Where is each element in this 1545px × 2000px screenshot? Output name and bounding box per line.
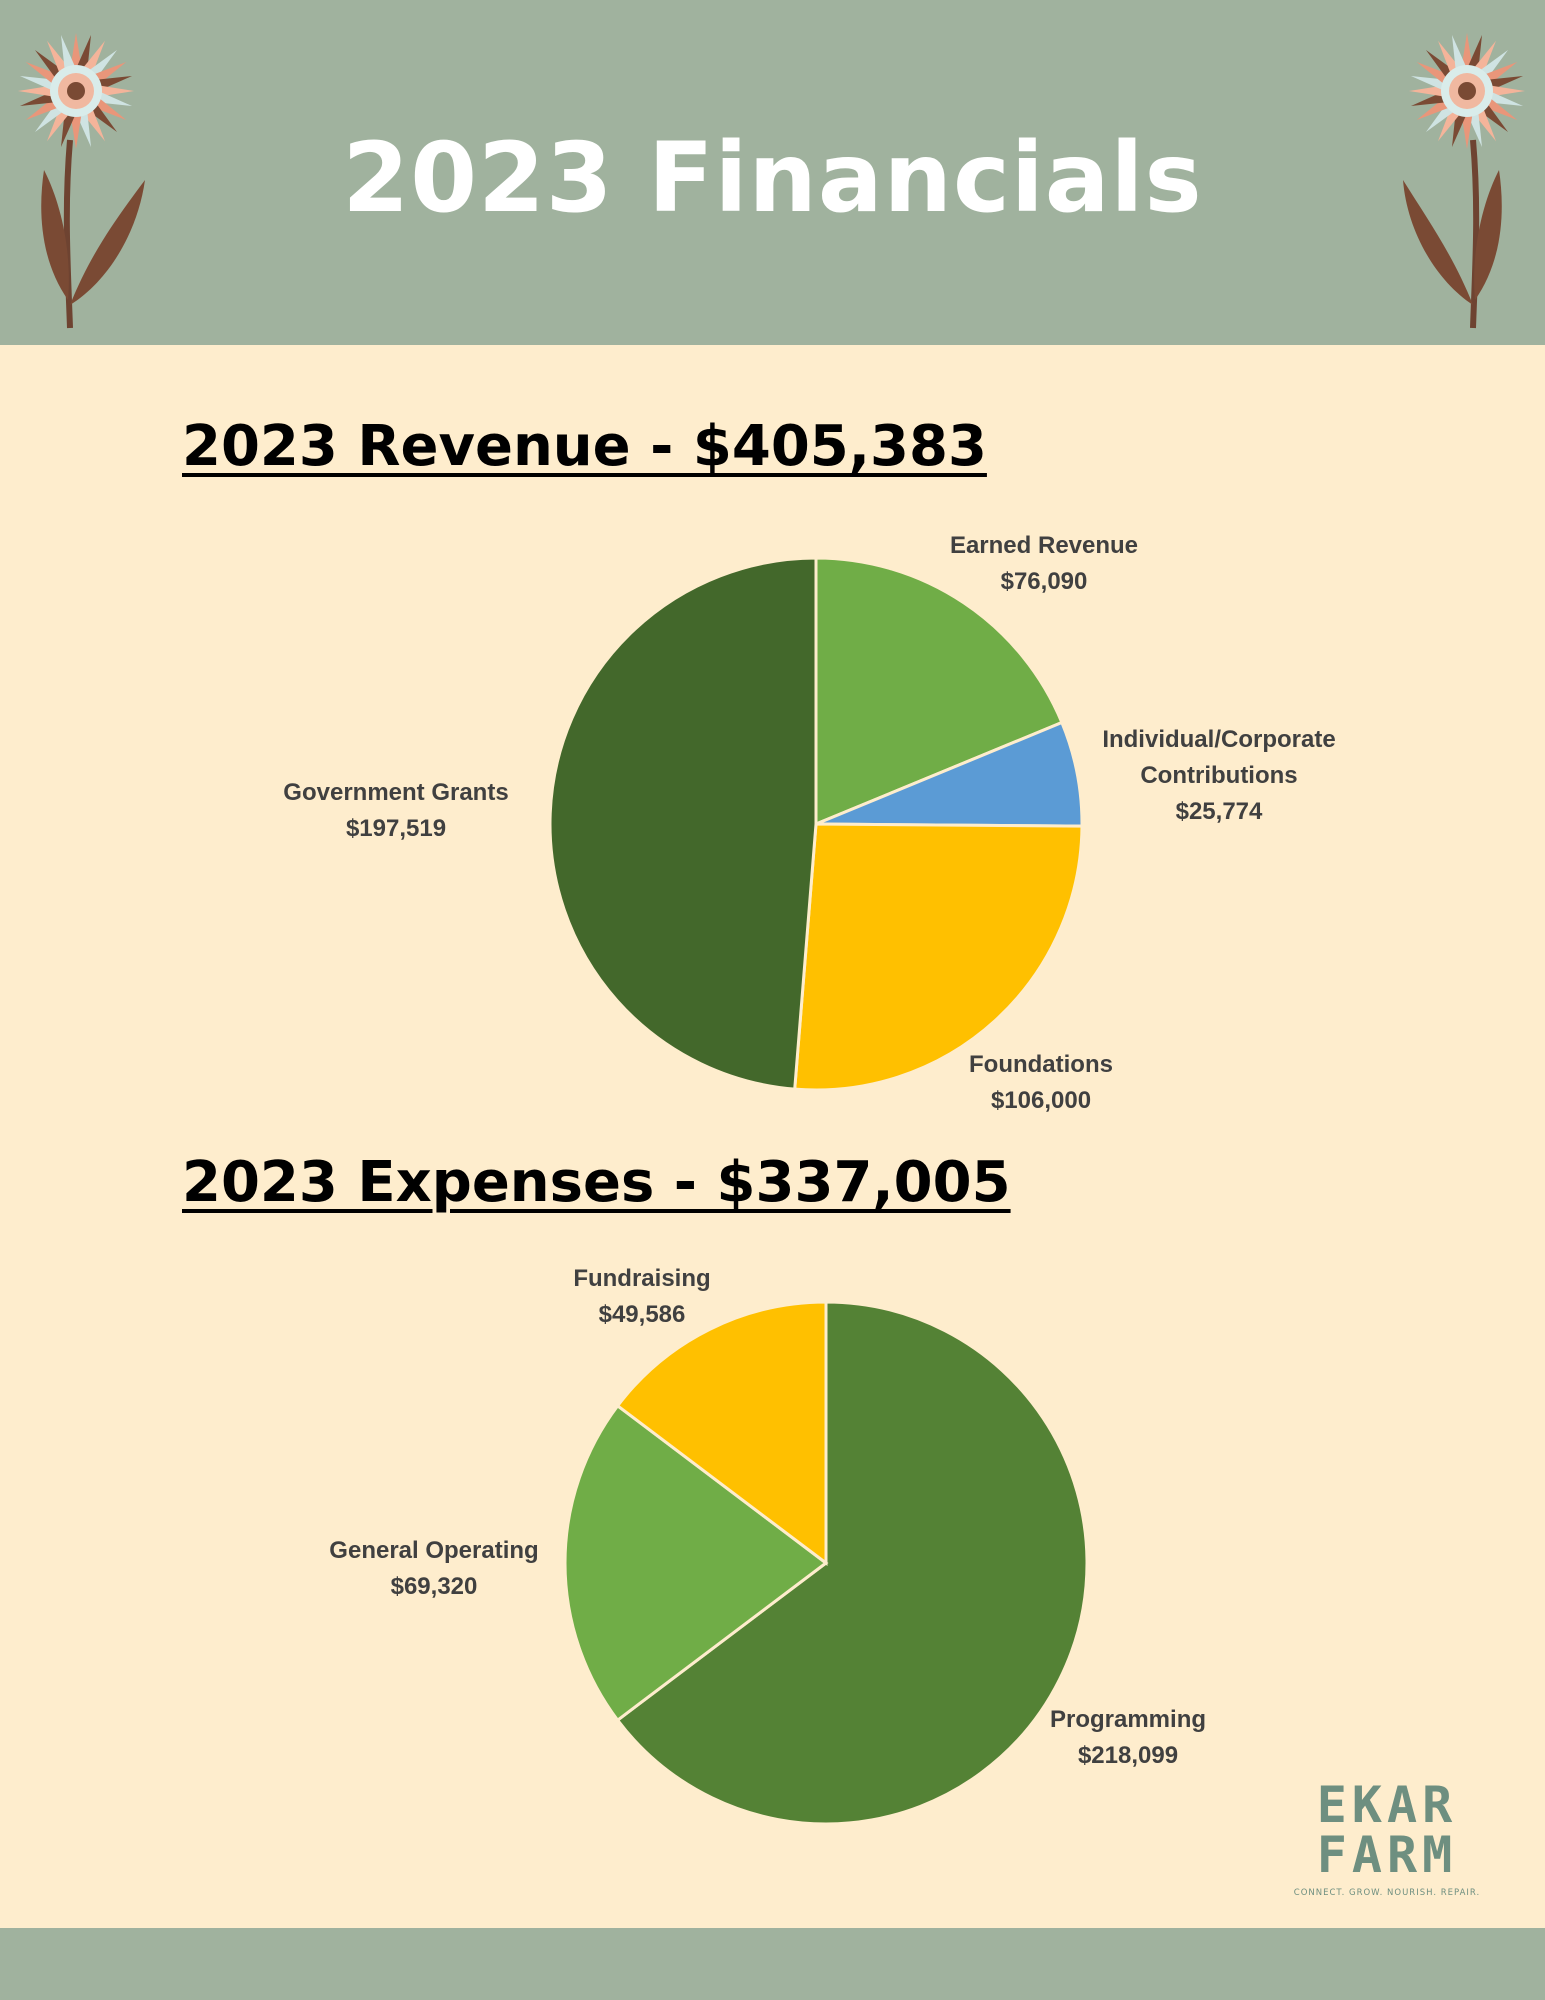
logo-line-2: FARM bbox=[1316, 1826, 1458, 1884]
expenses-chart-title: 2023 Expenses - $337,005 bbox=[182, 1150, 1011, 1215]
slice-label: Foundations $106,000 bbox=[969, 1051, 1113, 1114]
header-banner: 2023 Financials bbox=[0, 0, 1545, 345]
pie-slice bbox=[548, 556, 818, 1091]
logo-tagline: CONNECT. GROW. NOURISH. REPAIR. bbox=[1293, 1888, 1481, 1898]
expenses-pie-chart: Programming $218,099 General Operating $69,… bbox=[329, 1265, 1206, 1826]
pie-slice bbox=[814, 556, 1064, 827]
revenue-chart-title: 2023 Revenue - $405,383 bbox=[182, 414, 987, 479]
flower-icon-left bbox=[18, 33, 145, 329]
pie-slice bbox=[563, 1403, 829, 1723]
slice-label: Earned Revenue $76,090 bbox=[950, 532, 1138, 595]
revenue-pie-chart: Earned Revenue $76,090 Individual/Corporat… bbox=[283, 532, 1335, 1114]
slice-label: General Operating $69,320 bbox=[329, 1537, 538, 1600]
slice-label: Fundraising $49,586 bbox=[573, 1265, 710, 1328]
footer-band bbox=[0, 1928, 1545, 2000]
page-title: 2023 Financials bbox=[342, 122, 1203, 234]
flower-icon-right bbox=[1403, 33, 1525, 329]
pie-slice bbox=[615, 1300, 1089, 1826]
slice-label: Individual/Corporate Contributions $25,774 bbox=[1102, 726, 1335, 825]
pie-slice bbox=[793, 822, 1084, 1092]
logo-line-1: EKAR bbox=[1316, 1776, 1458, 1834]
ekar-farm-logo: EKAR FARM CONNECT. GROW. NOURISH. REPAIR… bbox=[1272, 1780, 1502, 1915]
slice-label: Programming $218,099 bbox=[1050, 1706, 1206, 1769]
pie-slice bbox=[615, 1300, 828, 1567]
slice-label: Government Grants $197,519 bbox=[283, 779, 508, 842]
